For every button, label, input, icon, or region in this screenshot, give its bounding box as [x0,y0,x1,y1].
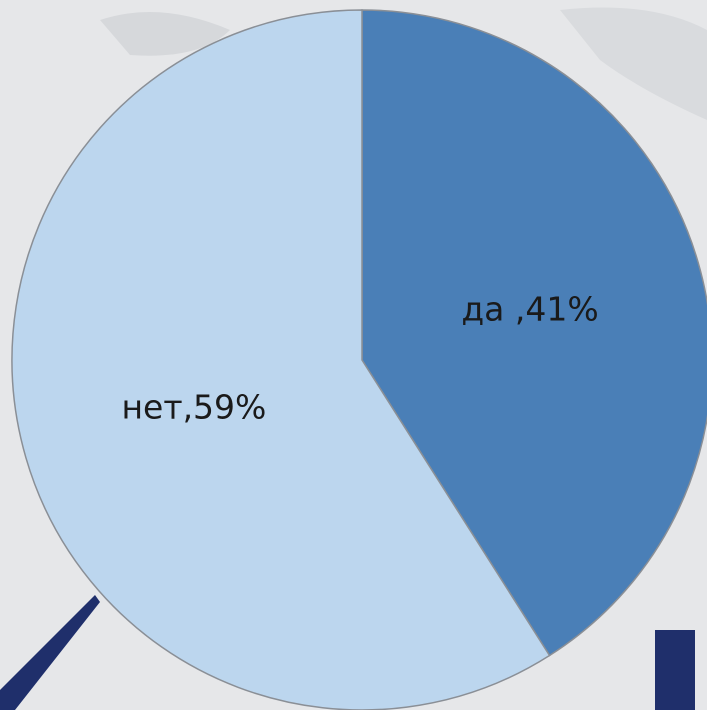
decor-shape [655,630,695,710]
pie: да ,41% нет,59% [11,9,707,710]
decor-shape [0,595,100,710]
pie-slice [361,9,707,657]
data-label: да ,41% [461,290,598,329]
data-label: нет,59% [121,387,266,426]
map-shape [560,7,707,120]
map-shape [100,12,230,56]
